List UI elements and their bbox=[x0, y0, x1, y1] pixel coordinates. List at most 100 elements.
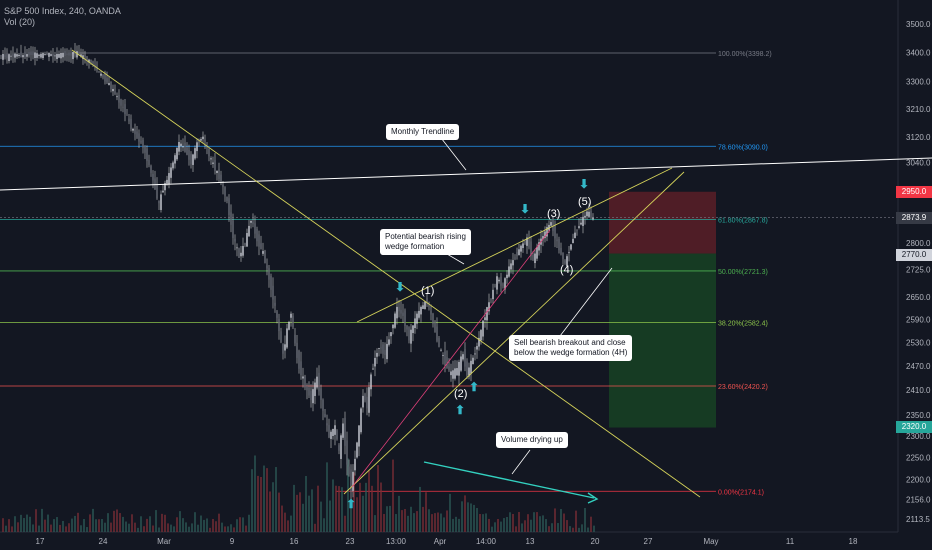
volume-bar bbox=[32, 524, 34, 532]
fib-level-label: 38.20%(2582.4) bbox=[718, 320, 768, 327]
candle-body bbox=[518, 249, 520, 256]
candle-body bbox=[374, 357, 376, 367]
candle-body bbox=[60, 52, 62, 59]
candle-body bbox=[452, 370, 454, 379]
candle-body bbox=[314, 382, 316, 396]
volume-bar bbox=[230, 524, 232, 532]
candle-body bbox=[572, 238, 574, 244]
volume-bar bbox=[311, 489, 313, 532]
candle-body bbox=[352, 471, 354, 491]
volume-bar bbox=[515, 526, 517, 532]
candle-body bbox=[290, 313, 292, 318]
y-tick-label: 3210.0 bbox=[906, 105, 931, 114]
candle-body bbox=[528, 237, 530, 248]
volume-bar bbox=[386, 506, 388, 532]
candle-body bbox=[240, 252, 242, 257]
candle-body bbox=[410, 329, 412, 344]
candle-body bbox=[368, 387, 370, 413]
y-tick-label: 2410.0 bbox=[906, 386, 931, 395]
candle-body bbox=[280, 331, 282, 343]
candle-body bbox=[66, 53, 68, 55]
candle-body bbox=[488, 302, 490, 312]
volume-bar bbox=[284, 512, 286, 532]
volume-bar bbox=[350, 501, 352, 532]
candle-body bbox=[506, 274, 508, 279]
fib-level-label: 23.60%(2420.2) bbox=[718, 384, 768, 391]
candle-body bbox=[142, 139, 144, 148]
volume-bar bbox=[179, 511, 181, 532]
candle-body bbox=[456, 368, 458, 376]
candle-body bbox=[426, 297, 428, 304]
candle-body bbox=[508, 266, 510, 277]
candle-body bbox=[362, 395, 364, 408]
volume-bar bbox=[242, 517, 244, 532]
candle-body bbox=[466, 361, 468, 376]
wedge-upper-line bbox=[356, 167, 673, 323]
volume-bar bbox=[362, 495, 364, 532]
volume-bar bbox=[341, 487, 343, 532]
candle-body bbox=[22, 55, 24, 58]
volume-bar bbox=[23, 518, 25, 532]
x-tick-label: 16 bbox=[290, 537, 299, 546]
volume-bar bbox=[125, 521, 127, 532]
candle-body bbox=[416, 313, 418, 324]
candle-body bbox=[276, 311, 278, 318]
y-tick-label: 2470.0 bbox=[906, 362, 931, 371]
candle-body bbox=[20, 51, 22, 58]
candle-body bbox=[424, 301, 426, 310]
volume-bar bbox=[380, 482, 382, 532]
arrow-head-icon bbox=[587, 492, 599, 504]
volume-bar bbox=[128, 523, 130, 532]
candle-body bbox=[328, 424, 330, 438]
candle-body bbox=[194, 148, 196, 159]
candle-body bbox=[350, 469, 352, 492]
candle-body bbox=[316, 376, 318, 388]
x-tick-label: 13 bbox=[526, 537, 535, 546]
candle-body bbox=[386, 343, 388, 360]
candle-body bbox=[214, 160, 216, 171]
candle-body bbox=[230, 212, 232, 225]
candle-body bbox=[384, 349, 386, 356]
candle-body bbox=[246, 233, 248, 247]
candle-body bbox=[516, 251, 518, 257]
candle-body bbox=[358, 425, 360, 447]
candle-body bbox=[180, 143, 182, 147]
candle-body bbox=[266, 265, 268, 269]
candle-body bbox=[270, 275, 272, 290]
candle-body bbox=[264, 250, 266, 264]
candle-body bbox=[94, 64, 96, 67]
candle-body bbox=[584, 215, 586, 218]
volume-bar bbox=[566, 520, 568, 532]
candle-body bbox=[532, 254, 534, 260]
candle-body bbox=[222, 184, 224, 188]
candle-body bbox=[164, 183, 166, 191]
candle-body bbox=[208, 148, 210, 157]
candle-body bbox=[302, 376, 304, 379]
candle-body bbox=[436, 326, 438, 341]
x-tick-label: Apr bbox=[434, 537, 447, 546]
volume-bar bbox=[164, 514, 166, 532]
x-tick-label: 17 bbox=[36, 537, 45, 546]
volume-bar bbox=[521, 523, 523, 532]
y-tick-label: 3300.0 bbox=[906, 78, 931, 87]
candle-body bbox=[232, 220, 234, 239]
volume-bar bbox=[203, 519, 205, 532]
candle-body bbox=[292, 315, 294, 328]
candle-body bbox=[104, 73, 106, 82]
volume-bar bbox=[581, 524, 583, 532]
volume-bar bbox=[275, 467, 277, 532]
candle-body bbox=[196, 142, 198, 152]
volume-bar bbox=[593, 525, 595, 532]
candle-body bbox=[332, 428, 334, 436]
candle-body bbox=[346, 440, 348, 465]
candle-body bbox=[34, 52, 36, 59]
volume-bar bbox=[569, 526, 571, 532]
volume-bar bbox=[332, 479, 334, 532]
candle-body bbox=[298, 350, 300, 369]
candle-body bbox=[472, 357, 474, 365]
candle-body bbox=[442, 354, 444, 356]
volume-bar bbox=[182, 518, 184, 532]
candle-body bbox=[170, 167, 172, 178]
candle-body bbox=[478, 337, 480, 347]
volume-bar bbox=[503, 518, 505, 532]
